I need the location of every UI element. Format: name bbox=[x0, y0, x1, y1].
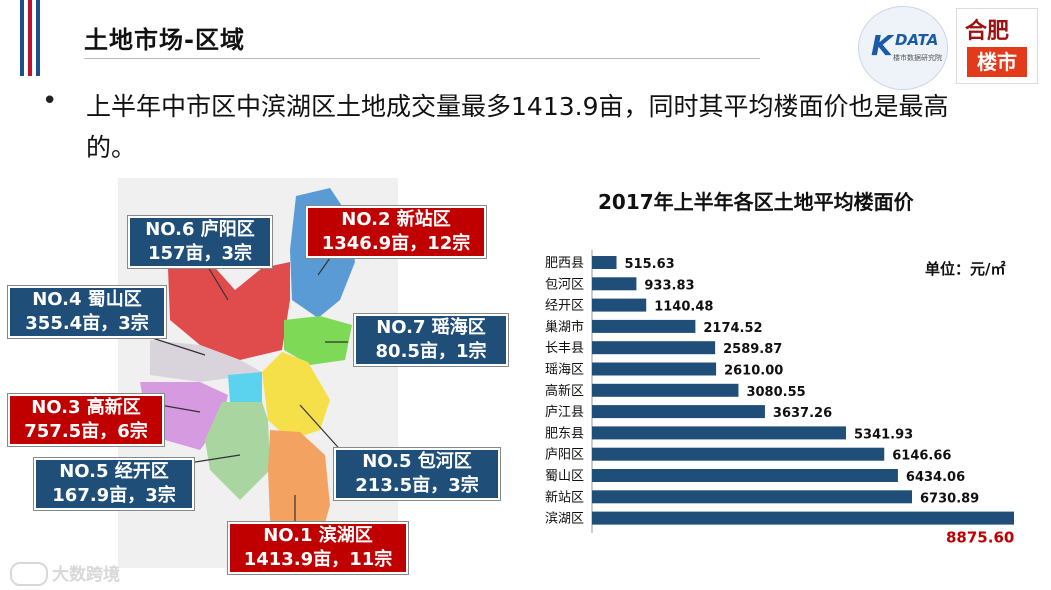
callout-luyang-stats: 157亩，3宗 bbox=[147, 243, 253, 264]
callout-shushan: NO.4 蜀山区 355.4亩，3宗 bbox=[8, 286, 166, 338]
chart-bar bbox=[592, 511, 1014, 525]
chart-value-label: 6146.66 bbox=[892, 449, 951, 464]
callout-jingkai: NO.5 经开区 167.9亩，3宗 bbox=[34, 458, 194, 510]
chart-bar bbox=[592, 277, 637, 291]
chart-unit-label: 单位：元/㎡ bbox=[925, 260, 1006, 278]
land-price-bar-chart: 肥西县 515.63 包河区 933.83 经开区 1140.48 巢湖市 2174.52 长丰… bbox=[545, 250, 1014, 547]
callout-jingkai-stats: 167.9亩，3宗 bbox=[52, 485, 176, 506]
hefei-logo-bottom: 楼市 bbox=[967, 47, 1027, 77]
callout-yaohai-stats: 80.5亩，1宗 bbox=[375, 341, 487, 362]
header-stripe-blue-left bbox=[20, 0, 24, 76]
chart-bar bbox=[592, 298, 647, 312]
chart-category-label: 瑶海区 bbox=[545, 363, 584, 378]
map-region-binhu bbox=[268, 430, 330, 548]
chart-value-label: 3080.55 bbox=[746, 385, 805, 400]
callout-gaoxin-stats: 757.5亩，6宗 bbox=[24, 421, 148, 442]
callout-shushan-stats: 355.4亩，3宗 bbox=[25, 313, 149, 334]
watermark-icon bbox=[10, 562, 48, 586]
chart-value-label: 5341.93 bbox=[854, 427, 913, 442]
bullet-text: 上半年中市区中滨湖区土地成交量最多1413.9亩，同时其平均楼面价也是最高的。 bbox=[86, 92, 949, 162]
chart-value-label: 6730.89 bbox=[920, 491, 979, 506]
chart-bar bbox=[592, 447, 885, 461]
kdata-logo-word: DATA bbox=[895, 31, 939, 49]
chart-category-label: 经开区 bbox=[545, 299, 584, 314]
chart-category-label: 滨湖区 bbox=[545, 511, 584, 527]
chart-value-label: 2610.00 bbox=[724, 364, 783, 379]
chart-bar bbox=[592, 319, 696, 333]
callout-luyang: NO.6 庐阳区 157亩，3宗 bbox=[128, 216, 272, 268]
map-region-luyang bbox=[168, 262, 290, 360]
chart-bar bbox=[592, 469, 898, 482]
chart-category-label: 肥东县 bbox=[545, 426, 584, 441]
chart-bar bbox=[592, 341, 716, 355]
chart-title: 2017年上半年各区土地平均楼面价 bbox=[598, 190, 914, 214]
map-region-jingkai bbox=[205, 402, 270, 500]
chart-category-label: 蜀山区 bbox=[545, 469, 584, 484]
bullet-dot: • bbox=[42, 86, 58, 116]
chart-value-label: 515.63 bbox=[625, 257, 675, 272]
chart-bar bbox=[592, 256, 617, 269]
map-region-baohe bbox=[262, 352, 330, 440]
chart-category-label: 包河区 bbox=[545, 277, 584, 292]
callout-yaohai: NO.7 瑶海区 80.5亩，1宗 bbox=[354, 314, 508, 366]
map-region-shushan bbox=[150, 340, 262, 382]
chart-value-label: 8875.60 bbox=[946, 529, 1014, 547]
watermark-text: 大数跨境 bbox=[52, 565, 120, 585]
chart-category-label: 长丰县 bbox=[545, 341, 584, 356]
chart-value-label: 2589.87 bbox=[723, 342, 782, 357]
callout-baohe-stats: 213.5亩，3宗 bbox=[355, 475, 479, 496]
chart-value-label: 933.83 bbox=[644, 278, 694, 293]
chart-category-label: 庐江县 bbox=[545, 405, 584, 420]
hefei-loushi-logo: 合肥 楼市 bbox=[956, 8, 1038, 84]
chart-value-label: 1140.48 bbox=[654, 300, 713, 315]
callout-xinzhan: NO.2 新站区 1346.9亩，12宗 bbox=[306, 206, 486, 258]
chart-category-label: 庐阳区 bbox=[545, 448, 584, 463]
chart-value-label: 2174.52 bbox=[703, 321, 762, 336]
chart-value-label: 3637.26 bbox=[773, 406, 832, 421]
chart-bar bbox=[592, 490, 913, 504]
chart-category-label: 高新区 bbox=[545, 383, 584, 399]
header-stripe-blue-right bbox=[36, 0, 40, 76]
callout-binhu: NO.1 滨湖区 1413.9亩，11宗 bbox=[228, 522, 408, 574]
callout-binhu-title: NO.1 滨湖区 bbox=[263, 525, 373, 546]
callout-yaohai-title: NO.7 瑶海区 bbox=[376, 317, 486, 338]
callout-xinzhan-title: NO.2 新站区 bbox=[341, 209, 451, 230]
callout-gaoxin-title: NO.3 高新区 bbox=[31, 397, 141, 418]
callout-baohe-title: NO.5 包河区 bbox=[362, 451, 472, 472]
callout-shushan-title: NO.4 蜀山区 bbox=[32, 289, 142, 310]
chart-bar bbox=[592, 362, 717, 376]
chart-bar bbox=[592, 405, 765, 419]
kdata-logo: K DATA 楼市数据研究院 bbox=[858, 6, 948, 90]
callout-gaoxin: NO.3 高新区 757.5亩，6宗 bbox=[8, 394, 164, 446]
chart-value-label: 6434.06 bbox=[906, 470, 965, 485]
header-stripe-red bbox=[28, 0, 32, 76]
callout-luyang-title: NO.6 庐阳区 bbox=[145, 219, 255, 240]
chart-category-label: 肥西县 bbox=[545, 256, 584, 271]
kdata-logo-subtitle: 楼市数据研究院 bbox=[893, 54, 942, 62]
chart-bar bbox=[592, 426, 846, 440]
title-divider bbox=[84, 58, 760, 59]
callout-binhu-stats: 1413.9亩，11宗 bbox=[243, 549, 393, 570]
chart-category-label: 巢湖市 bbox=[545, 319, 584, 335]
map-region-yaohai bbox=[284, 316, 352, 365]
kdata-logo-mark: K bbox=[871, 29, 893, 62]
map-region-center bbox=[228, 372, 262, 402]
page-title: 土地市场-区域 bbox=[84, 26, 245, 54]
chart-category-label: 新站区 bbox=[545, 489, 584, 505]
chart-bar bbox=[592, 383, 739, 397]
callout-xinzhan-stats: 1346.9亩，12宗 bbox=[321, 233, 471, 254]
callout-baohe: NO.5 包河区 213.5亩，3宗 bbox=[334, 448, 500, 500]
callout-jingkai-title: NO.5 经开区 bbox=[59, 461, 169, 482]
hefei-logo-top: 合肥 bbox=[965, 18, 1010, 44]
